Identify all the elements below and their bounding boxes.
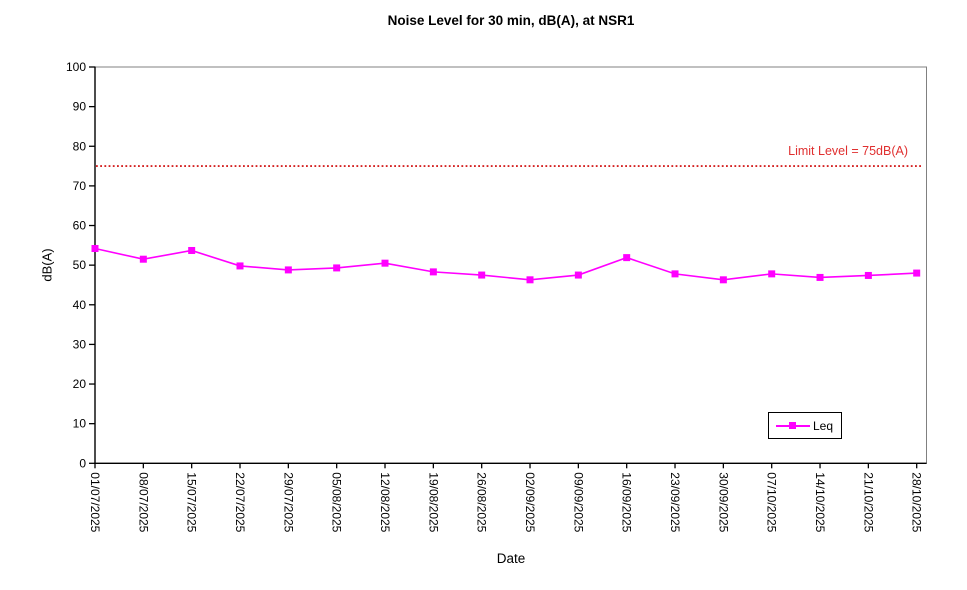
y-tick-label: 100 [66, 60, 86, 74]
data-point-marker [574, 271, 582, 279]
data-point-marker [671, 270, 679, 278]
x-tick-label: 19/08/2025 [426, 472, 440, 532]
x-tick-label: 21/10/2025 [861, 472, 875, 532]
data-point-marker [768, 270, 776, 278]
x-tick-label: 07/10/2025 [765, 472, 779, 532]
legend-square-marker-icon [789, 422, 796, 429]
data-point-marker [864, 271, 872, 279]
legend-leq-swatch [776, 421, 810, 430]
data-point-marker [526, 276, 534, 284]
y-tick-label: 70 [73, 179, 87, 193]
legend: Leq [768, 412, 842, 439]
y-tick-label: 0 [79, 456, 86, 470]
data-point-marker [91, 245, 99, 253]
data-point-marker [333, 264, 341, 272]
x-tick-label: 22/07/2025 [233, 472, 247, 532]
x-tick-label: 30/09/2025 [716, 472, 730, 532]
x-tick-label: 23/09/2025 [668, 472, 682, 532]
data-point-marker [478, 271, 486, 279]
x-tick-label: 28/10/2025 [910, 472, 924, 532]
x-tick-label: 02/09/2025 [523, 472, 537, 532]
x-tick-label: 14/10/2025 [813, 472, 827, 532]
x-tick-label: 01/07/2025 [88, 472, 102, 532]
data-point-marker [913, 269, 921, 277]
data-point-marker [188, 246, 196, 254]
data-point-marker [381, 259, 389, 267]
data-point-marker [816, 273, 824, 281]
plot-border [94, 66, 927, 464]
y-tick-label: 20 [73, 377, 87, 391]
y-axis-title: dB(A) [39, 248, 55, 282]
x-tick-label: 26/08/2025 [475, 472, 489, 532]
data-point-marker [429, 268, 437, 276]
x-tick-label: 16/09/2025 [620, 472, 634, 532]
leq-line [94, 247, 917, 281]
data-point-marker [236, 262, 244, 270]
data-point-marker [284, 266, 292, 274]
x-axis-title: Date [496, 551, 526, 566]
y-tick-label: 10 [73, 417, 87, 431]
y-tick-label: 60 [73, 219, 87, 233]
y-tick-label: 50 [73, 258, 87, 272]
x-tick-label: 12/08/2025 [378, 472, 392, 532]
legend-leq-label: Leq [813, 418, 834, 433]
x-tick-label: 15/07/2025 [185, 472, 199, 532]
y-tick-label: 40 [73, 298, 87, 312]
y-tick-label: 80 [73, 139, 87, 153]
limit-level-label: Limit Level = 75dB(A) [788, 144, 908, 158]
data-point-marker [623, 254, 631, 262]
x-tick-label: 29/07/2025 [281, 472, 295, 532]
x-tick-label: 08/07/2025 [136, 472, 150, 532]
chart-title: Noise Level for 30 min, dB(A), at NSR1 [387, 13, 635, 28]
x-tick-label: 09/09/2025 [571, 472, 585, 532]
data-point-marker [139, 255, 147, 263]
y-tick-label: 90 [73, 100, 87, 114]
data-point-marker [719, 276, 727, 284]
y-tick-label: 30 [73, 337, 87, 351]
x-tick-label: 05/08/2025 [330, 472, 344, 532]
